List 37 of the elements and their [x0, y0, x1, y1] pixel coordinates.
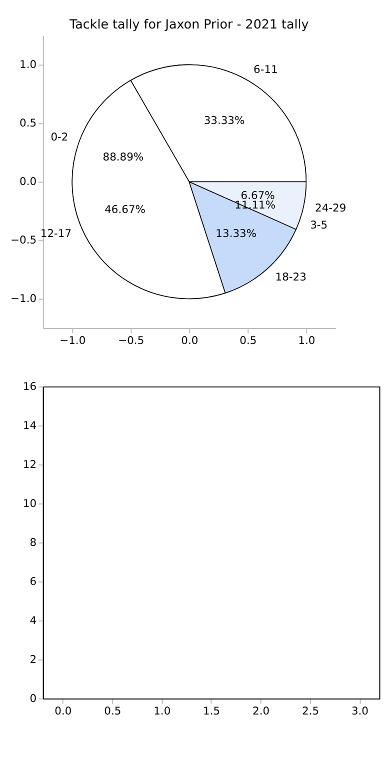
x-tick-label: 1.0 [298, 334, 316, 348]
y-tick-label: 4 [30, 614, 37, 627]
x-tick-label: 3.0 [351, 704, 369, 718]
x-tick-label: 2.0 [252, 704, 270, 718]
y-tick-label: 2 [30, 652, 37, 666]
y-tick-label: 6 [30, 574, 37, 588]
x-tick-label: 2.5 [302, 704, 320, 718]
chart-title: Tackle tally for Jaxon Prior - 2021 tally [68, 16, 310, 32]
y-tick-label: 0 [30, 692, 37, 705]
y-tick-label: −1.0 [10, 292, 37, 306]
y-tick-label: −0.5 [10, 234, 37, 247]
y-tick-label: 8 [30, 536, 37, 549]
y-tick-label: 14 [22, 418, 37, 432]
slice-label: 24-29 [315, 201, 346, 214]
x-tick-label: 0.5 [240, 334, 257, 348]
x-tick-label: −0.5 [118, 334, 144, 348]
data-label: 88.89% [102, 150, 144, 164]
y-tick-label: 0.0 [20, 175, 37, 188]
y-tick-label: 12 [22, 458, 37, 471]
slice-label: 3-5 [310, 218, 328, 232]
slice-label: 6-11 [254, 63, 278, 76]
x-tick-label: 0.5 [104, 704, 122, 718]
y-tick-label: 16 [22, 380, 37, 393]
y-tick-label: 0.5 [20, 116, 37, 130]
x-tick-label: −1.0 [60, 334, 86, 348]
x-tick-label: 1.0 [154, 704, 171, 718]
data-label: 13.33% [216, 226, 257, 240]
data-label: 46.67% [104, 203, 146, 216]
slice-label: 0-2 [50, 130, 68, 144]
y-tick-label: 10 [22, 496, 37, 510]
slice-label: 12-17 [40, 226, 72, 240]
x-tick-label: 0.0 [181, 334, 198, 348]
y-tick-label: 1.0 [20, 58, 37, 72]
x-tick-label: 1.5 [203, 704, 220, 718]
slice-label: 18-23 [275, 270, 306, 284]
x-tick-label: 0.0 [54, 704, 72, 718]
data-label: 33.33% [204, 114, 245, 127]
